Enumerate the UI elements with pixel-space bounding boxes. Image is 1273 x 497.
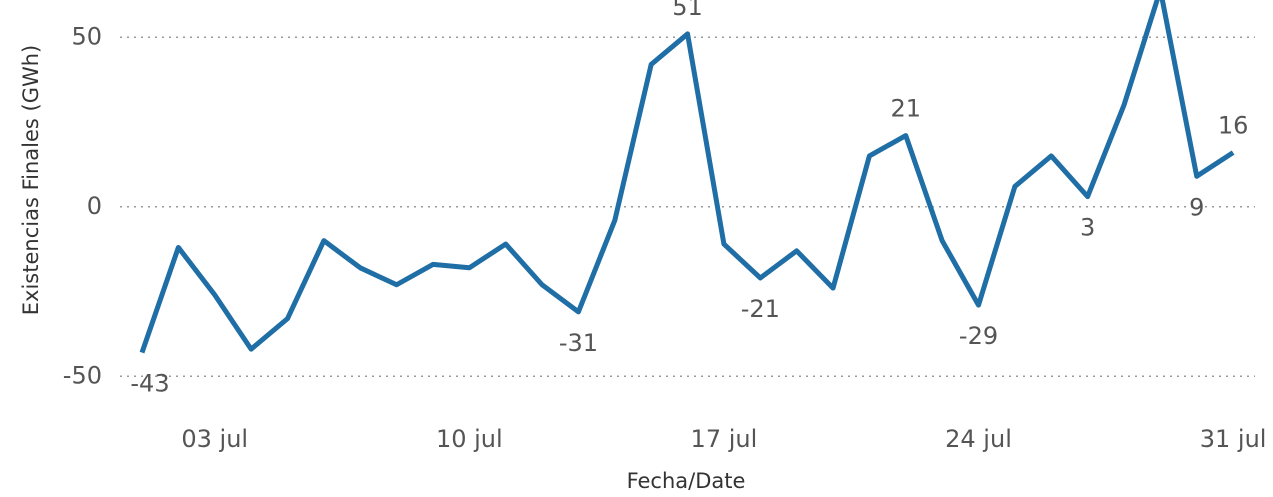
- data-line: [139, 0, 1235, 354]
- x-tick-label: 03 jul: [181, 425, 248, 453]
- data-label: 16: [1218, 112, 1249, 140]
- x-tick-label: 31 jul: [1200, 425, 1267, 453]
- y-tick-label: -50: [63, 361, 102, 389]
- x-axis-title: Fecha/Date: [627, 469, 746, 493]
- plot-area: [139, 0, 1235, 354]
- data-label: -43: [130, 370, 169, 398]
- data-label: 21: [890, 95, 921, 123]
- y-tick-label: 50: [71, 22, 102, 50]
- data-label: 51: [672, 0, 703, 21]
- data-label: -29: [959, 322, 998, 350]
- x-tick-label: 24 jul: [945, 425, 1012, 453]
- y-axis-title: Existencias Finales (GWh): [19, 45, 43, 315]
- y-tick-label: 0: [87, 192, 102, 220]
- x-tick-label: 17 jul: [691, 425, 758, 453]
- data-label: 9: [1189, 193, 1204, 221]
- data-label: -21: [741, 295, 780, 323]
- x-tick-label: 10 jul: [436, 425, 503, 453]
- data-label: 3: [1080, 214, 1095, 242]
- data-label: -31: [559, 329, 598, 357]
